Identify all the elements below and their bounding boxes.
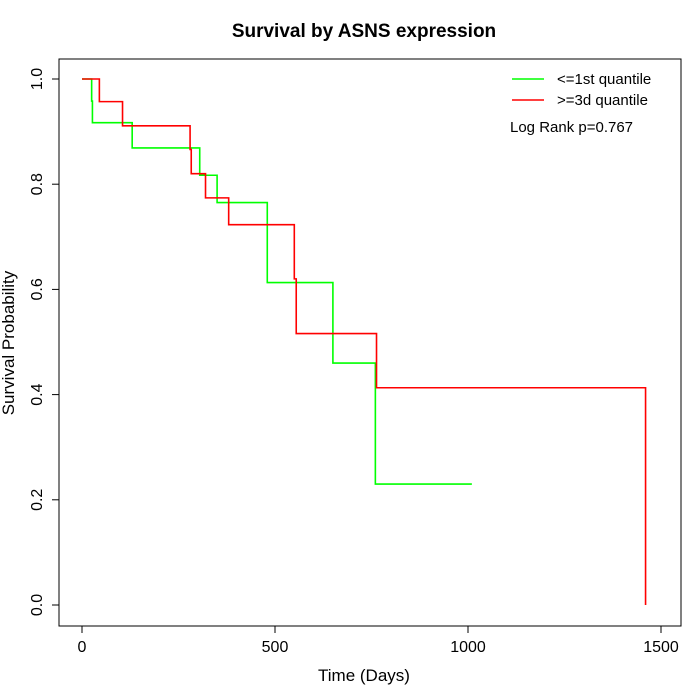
- y-tick-label: 0.8: [29, 173, 46, 195]
- y-axis-label: Survival Probability: [0, 270, 18, 415]
- x-tick-label: 500: [262, 639, 289, 656]
- legend: <=1st quantile >=3d quantile: [512, 71, 651, 109]
- x-axis-label: Time (Days): [318, 666, 410, 685]
- y-tick-label: 0.4: [29, 383, 46, 405]
- y-tick-label: 0.0: [29, 594, 46, 616]
- survival-curve-series-2: [82, 78, 647, 605]
- x-tick-label: 1500: [643, 639, 679, 656]
- x-tick-label: 0: [78, 639, 87, 656]
- y-tick-label: 1.0: [29, 68, 46, 90]
- chart-title: Survival by ASNS expression: [232, 21, 496, 42]
- y-axis: 0.0 0.2 0.4 0.6 0.8 1.0: [29, 68, 60, 616]
- y-tick-label: 0.6: [29, 278, 46, 300]
- y-tick-label: 0.2: [29, 489, 46, 511]
- survival-curve-series-1: [82, 78, 472, 485]
- x-axis: 0 500 1000 1500: [78, 625, 679, 656]
- legend-label: <=1st quantile: [557, 71, 651, 88]
- legend-label: >=3d quantile: [557, 92, 648, 109]
- log-rank-annotation: Log Rank p=0.767: [510, 119, 633, 136]
- x-tick-label: 1000: [450, 639, 486, 656]
- survival-curves: [82, 78, 647, 605]
